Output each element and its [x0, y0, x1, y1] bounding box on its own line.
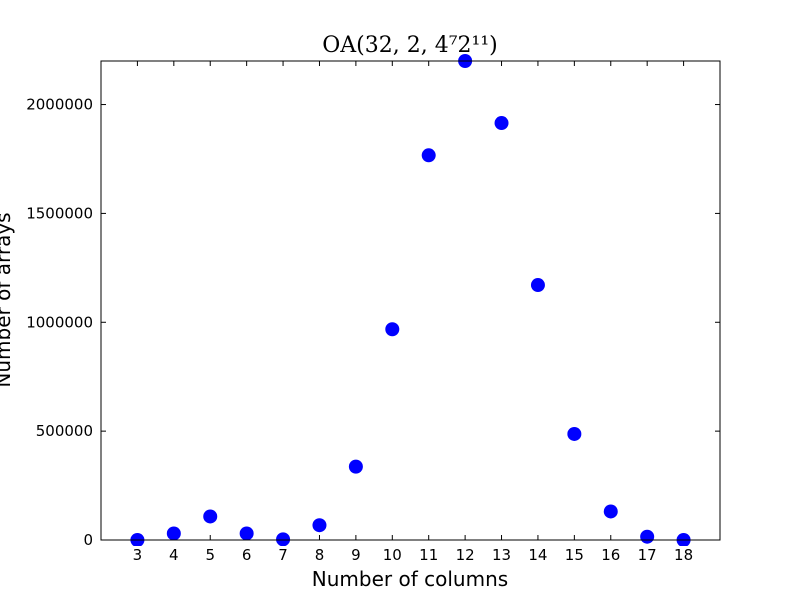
plot-frame: [100, 60, 721, 541]
x-tick-label: 15: [565, 546, 584, 564]
y-tick-label: 500000: [36, 422, 93, 440]
y-tick-label: 1500000: [26, 204, 93, 222]
data-point: [640, 529, 655, 544]
x-tick-label: 3: [133, 546, 143, 564]
x-tick-label: 16: [601, 546, 620, 564]
y-tick-label: 0: [83, 531, 93, 549]
x-tick-label: 5: [205, 546, 215, 564]
data-point: [276, 532, 291, 546]
x-tick-label: 4: [169, 546, 179, 564]
data-point: [603, 504, 618, 519]
x-tick-label: 18: [674, 546, 693, 564]
x-tick-label: 7: [278, 546, 288, 564]
data-point: [312, 518, 327, 533]
y-axis-label: Number of arrays: [0, 212, 15, 387]
data-point: [348, 459, 363, 474]
x-tick-label: 11: [419, 546, 438, 564]
data-point: [203, 509, 218, 524]
x-tick-label: 13: [492, 546, 511, 564]
axis-ticks: 3 4 5 6 7 8 9 10 11 12 13 14 15 16 17 18 0 500000 1000000 1…: [26, 61, 720, 564]
data-point: [530, 278, 545, 293]
x-tick-label: 10: [383, 546, 402, 564]
x-tick-label: 14: [528, 546, 547, 564]
x-tick-label: 6: [242, 546, 252, 564]
x-tick-label: 12: [456, 546, 475, 564]
data-point: [421, 148, 436, 163]
data-point: [494, 116, 509, 131]
x-tick-label: 8: [315, 546, 325, 564]
data-point: [385, 322, 400, 337]
data-point: [567, 426, 582, 441]
x-tick-label: 9: [351, 546, 361, 564]
chart-title: OA(32, 2, 4⁷2¹¹): [322, 33, 498, 58]
x-axis-label: Number of columns: [312, 567, 508, 591]
data-points: [130, 54, 691, 546]
x-tick-label: 17: [638, 546, 657, 564]
y-tick-label: 2000000: [26, 96, 93, 114]
y-tick-label: 1000000: [26, 313, 93, 331]
data-point: [166, 526, 181, 541]
data-point: [239, 526, 254, 541]
